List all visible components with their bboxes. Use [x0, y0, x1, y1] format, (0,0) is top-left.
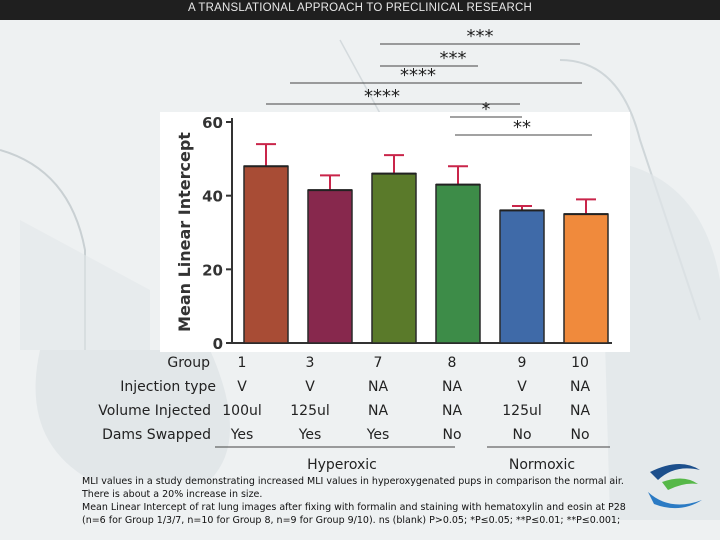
table-cell: 100ul [222, 403, 262, 419]
caption-line-1: MLI values in a study demonstrating incr… [82, 476, 624, 487]
significance-marker: **** [400, 65, 436, 86]
table-cell: V [517, 379, 527, 395]
y-tick-label: 0 [213, 335, 223, 353]
header-title: A TRANSLATIONAL APPROACH TO PRECLINICAL … [187, 2, 533, 14]
table-cell: 3 [305, 355, 315, 371]
y-tick-label: 40 [202, 188, 223, 206]
bar-group-3 [307, 189, 353, 344]
table-cell: NA [569, 403, 591, 419]
significance-marker: **** [364, 86, 400, 107]
row-label-volume: Volume Injected [98, 403, 211, 419]
swoosh-logo [648, 463, 702, 509]
significance-marker: * [482, 99, 491, 120]
y-axis-label: Mean Linear Intercept [175, 132, 194, 332]
significance-marker: *** [467, 26, 494, 47]
table-cell: Yes [230, 427, 254, 443]
bar-group-10 [563, 213, 609, 344]
table-cell: Yes [298, 427, 322, 443]
caption-line-3: Mean Linear Intercept of rat lung images… [82, 502, 626, 513]
table-cell: 125ul [290, 403, 330, 419]
table-cell: V [305, 379, 315, 395]
table-cell: 10 [571, 355, 589, 371]
table-cell: NA [367, 403, 389, 419]
table-cell: NA [441, 403, 463, 419]
row-label-group: Group [167, 355, 210, 371]
caption-line-2: There is about a 20% increase in size. [82, 489, 263, 500]
table-cell: 125ul [502, 403, 542, 419]
table-cell: 8 [447, 355, 457, 371]
table-cell: No [512, 427, 532, 443]
bar-group-1 [243, 165, 289, 344]
header-bar: A TRANSLATIONAL APPROACH TO PRECLINICAL … [0, 0, 720, 20]
significance-marker: *** [440, 48, 467, 69]
group-normoxic: Normoxic [508, 457, 576, 473]
table-cell: No [570, 427, 590, 443]
group-hyperoxic: Hyperoxic [307, 457, 377, 473]
significance-marker: ** [513, 117, 531, 138]
table-cell: NA [441, 379, 463, 395]
bar-group-9 [499, 209, 545, 344]
table-cell: 9 [517, 355, 527, 371]
table-cell: 7 [373, 355, 383, 371]
row-label-dams: Dams Swapped [102, 427, 211, 443]
bar-group-8 [435, 183, 481, 344]
caption-line-4: (n=6 for Group 1/3/7, n=10 for Group 8, … [82, 515, 621, 526]
table-cell: No [442, 427, 462, 443]
table-cell: Yes [366, 427, 390, 443]
table-cell: NA [569, 379, 591, 395]
table-cell: V [237, 379, 247, 395]
row-label-injection: Injection type [120, 379, 216, 395]
table-cell: 1 [237, 355, 247, 371]
caption: MLI values in a study demonstrating incr… [82, 475, 652, 527]
bar-group-7 [371, 172, 417, 344]
y-tick-label: 20 [202, 261, 223, 279]
y-tick-label: 60 [202, 114, 223, 132]
table-cell: NA [367, 379, 389, 395]
